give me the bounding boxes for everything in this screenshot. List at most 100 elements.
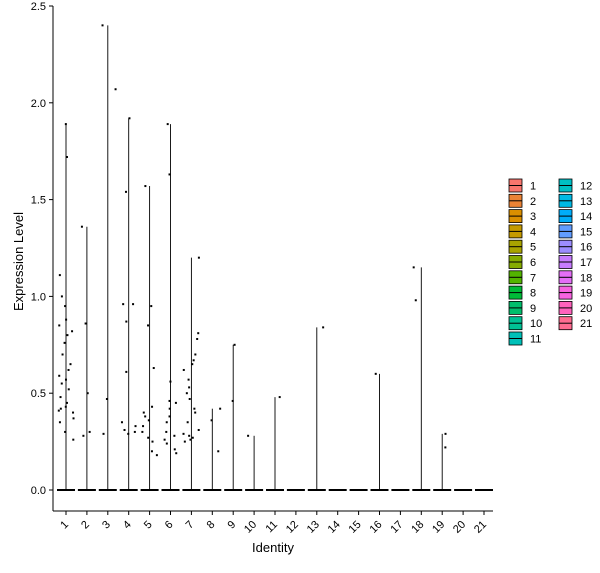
data-point xyxy=(72,438,75,441)
legend-label: 18 xyxy=(580,272,592,284)
data-point xyxy=(63,341,66,344)
data-point xyxy=(233,343,236,346)
data-point xyxy=(169,380,172,383)
data-point xyxy=(59,396,62,399)
data-point xyxy=(86,392,89,395)
data-point xyxy=(58,421,61,424)
data-point xyxy=(165,421,168,424)
data-point xyxy=(124,190,127,193)
data-point xyxy=(66,334,69,337)
x-tick-label: 11 xyxy=(264,519,281,536)
legend-label: 1 xyxy=(530,181,536,193)
violins xyxy=(57,25,493,491)
data-point xyxy=(142,411,145,414)
y-axis-label: Expression Level xyxy=(11,212,26,311)
data-point xyxy=(61,353,64,356)
data-point xyxy=(147,419,150,422)
data-point xyxy=(168,415,171,418)
jitter-points xyxy=(57,24,447,457)
data-point xyxy=(67,368,70,371)
legend-label: 8 xyxy=(530,288,536,300)
data-point xyxy=(197,332,200,335)
data-point xyxy=(444,446,447,449)
y-tick-label: 1.5 xyxy=(31,195,46,207)
legend-label: 15 xyxy=(580,226,592,238)
data-point xyxy=(186,421,189,424)
legend-label: 13 xyxy=(580,196,592,208)
data-point xyxy=(147,324,150,327)
data-point xyxy=(125,320,128,323)
data-point xyxy=(134,425,137,428)
data-point xyxy=(80,225,83,228)
data-point xyxy=(187,378,190,381)
data-point xyxy=(194,353,197,356)
data-point xyxy=(278,396,281,399)
data-point xyxy=(231,399,234,402)
data-point xyxy=(188,434,191,437)
data-point xyxy=(173,448,176,451)
data-point xyxy=(72,417,75,420)
data-point xyxy=(128,117,131,120)
x-tick-label: 9 xyxy=(226,519,239,532)
data-point xyxy=(60,382,63,385)
data-point xyxy=(197,256,200,259)
y-tick-label: 0.5 xyxy=(31,388,46,400)
data-point xyxy=(183,440,186,443)
data-point xyxy=(182,432,185,435)
data-point xyxy=(122,303,125,306)
data-point xyxy=(144,415,147,418)
data-point xyxy=(144,185,147,188)
legend-label: 12 xyxy=(580,181,592,193)
x-tick-label: 1 xyxy=(58,519,71,532)
data-point xyxy=(165,430,168,433)
data-point xyxy=(72,411,75,414)
x-tick-label: 10 xyxy=(242,519,259,536)
legend-label: 14 xyxy=(580,211,592,223)
data-point xyxy=(166,123,169,126)
y-tick-label: 2.0 xyxy=(31,98,46,110)
data-point xyxy=(132,303,135,306)
y-tick-label: 0.0 xyxy=(31,485,46,497)
x-axis-ticks: 1 2 3 4 5 6 7 8 9 10 11 12 13 14 15 16 17 18 19 20 21 xyxy=(58,511,489,536)
data-point xyxy=(67,388,70,391)
data-point xyxy=(189,438,192,441)
x-tick-label: 7 xyxy=(184,519,197,532)
data-point xyxy=(64,405,67,408)
legend-label: 3 xyxy=(530,211,536,223)
legend-label: 6 xyxy=(530,257,536,269)
data-point xyxy=(123,428,126,431)
data-point xyxy=(217,450,220,453)
data-point xyxy=(197,428,200,431)
data-point xyxy=(69,363,72,366)
x-tick-label: 3 xyxy=(100,519,113,532)
data-point xyxy=(219,407,222,410)
data-point xyxy=(188,398,191,401)
data-point xyxy=(210,419,213,422)
data-point xyxy=(58,374,61,377)
data-point xyxy=(173,434,176,437)
data-point xyxy=(191,436,194,439)
data-point xyxy=(165,442,168,445)
data-point xyxy=(60,295,63,298)
data-point xyxy=(65,156,68,159)
legend-label: 16 xyxy=(580,242,592,254)
data-point xyxy=(59,407,62,410)
data-point xyxy=(151,440,154,443)
legend-label: 4 xyxy=(530,226,536,238)
x-tick-label: 6 xyxy=(163,519,176,532)
data-point xyxy=(444,432,447,435)
data-point xyxy=(414,299,417,302)
data-point xyxy=(175,452,178,455)
data-point xyxy=(174,401,177,404)
data-point xyxy=(82,434,85,437)
data-point xyxy=(168,407,171,410)
data-point xyxy=(125,370,128,373)
data-point xyxy=(374,372,377,375)
data-point xyxy=(88,430,91,433)
data-point xyxy=(64,305,67,308)
data-point xyxy=(133,430,136,433)
x-axis-label: Identity xyxy=(252,540,294,555)
data-point xyxy=(65,401,68,404)
x-tick-label: 5 xyxy=(142,519,155,532)
